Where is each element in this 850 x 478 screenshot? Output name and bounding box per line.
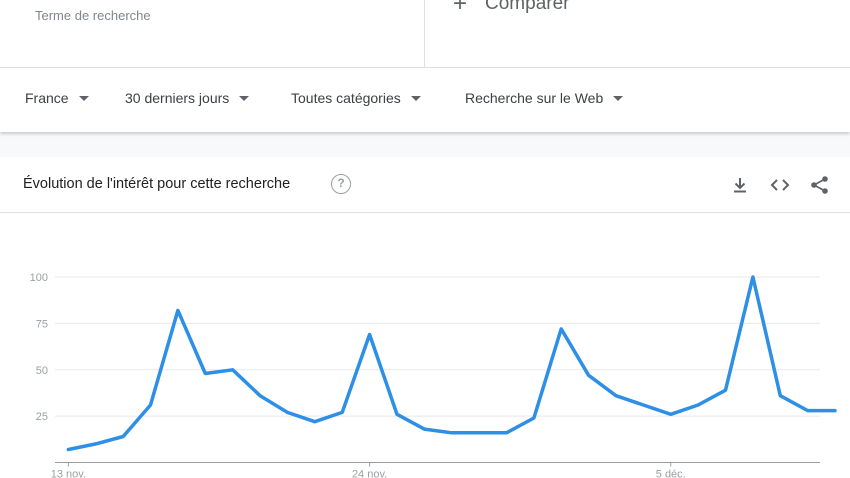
filter-region-label: France bbox=[25, 90, 69, 106]
y-tick-label: 75 bbox=[36, 318, 48, 330]
y-tick-label: 50 bbox=[36, 365, 48, 377]
compare-button[interactable]: + Comparer bbox=[453, 0, 570, 16]
chevron-down-icon bbox=[411, 96, 421, 101]
download-icon[interactable] bbox=[729, 174, 751, 196]
filter-bar: France 30 derniers jours Toutes catégori… bbox=[0, 68, 850, 132]
plus-icon: + bbox=[453, 0, 467, 16]
filter-time-range[interactable]: 30 derniers jours bbox=[125, 90, 249, 106]
series-line-0 bbox=[68, 277, 835, 450]
search-term-subtitle: Terme de recherche bbox=[35, 8, 151, 23]
panel-title: Évolution de l'intérêt pour cette recher… bbox=[23, 176, 290, 192]
chevron-down-icon bbox=[613, 96, 623, 101]
interest-line-chart: 25 50 75 100 13 nov. 24 nov. 5 déc. bbox=[0, 212, 850, 478]
share-icon[interactable] bbox=[809, 174, 831, 196]
chevron-down-icon bbox=[79, 96, 89, 101]
filter-category-label: Toutes catégories bbox=[291, 90, 401, 106]
panel-header: Évolution de l'intérêt pour cette recher… bbox=[0, 157, 850, 213]
search-term-card[interactable]: Terme de recherche bbox=[0, 0, 425, 68]
filter-time-range-label: 30 derniers jours bbox=[125, 90, 229, 106]
x-tick-label: 24 nov. bbox=[352, 469, 387, 478]
x-tick-label: 5 déc. bbox=[656, 469, 686, 478]
embed-icon[interactable] bbox=[769, 174, 791, 196]
y-tick-label: 100 bbox=[30, 272, 48, 284]
filter-category[interactable]: Toutes catégories bbox=[291, 90, 421, 106]
filter-region[interactable]: France bbox=[25, 90, 89, 106]
compare-label: Comparer bbox=[485, 0, 569, 15]
filter-search-type-label: Recherche sur le Web bbox=[465, 90, 603, 106]
filter-search-type[interactable]: Recherche sur le Web bbox=[465, 90, 623, 106]
chevron-down-icon bbox=[239, 96, 249, 101]
help-icon[interactable]: ? bbox=[331, 174, 351, 194]
x-tick-label: 13 nov. bbox=[51, 469, 86, 478]
y-tick-label: 25 bbox=[36, 411, 48, 423]
search-header: Terme de recherche + Comparer bbox=[0, 0, 850, 68]
